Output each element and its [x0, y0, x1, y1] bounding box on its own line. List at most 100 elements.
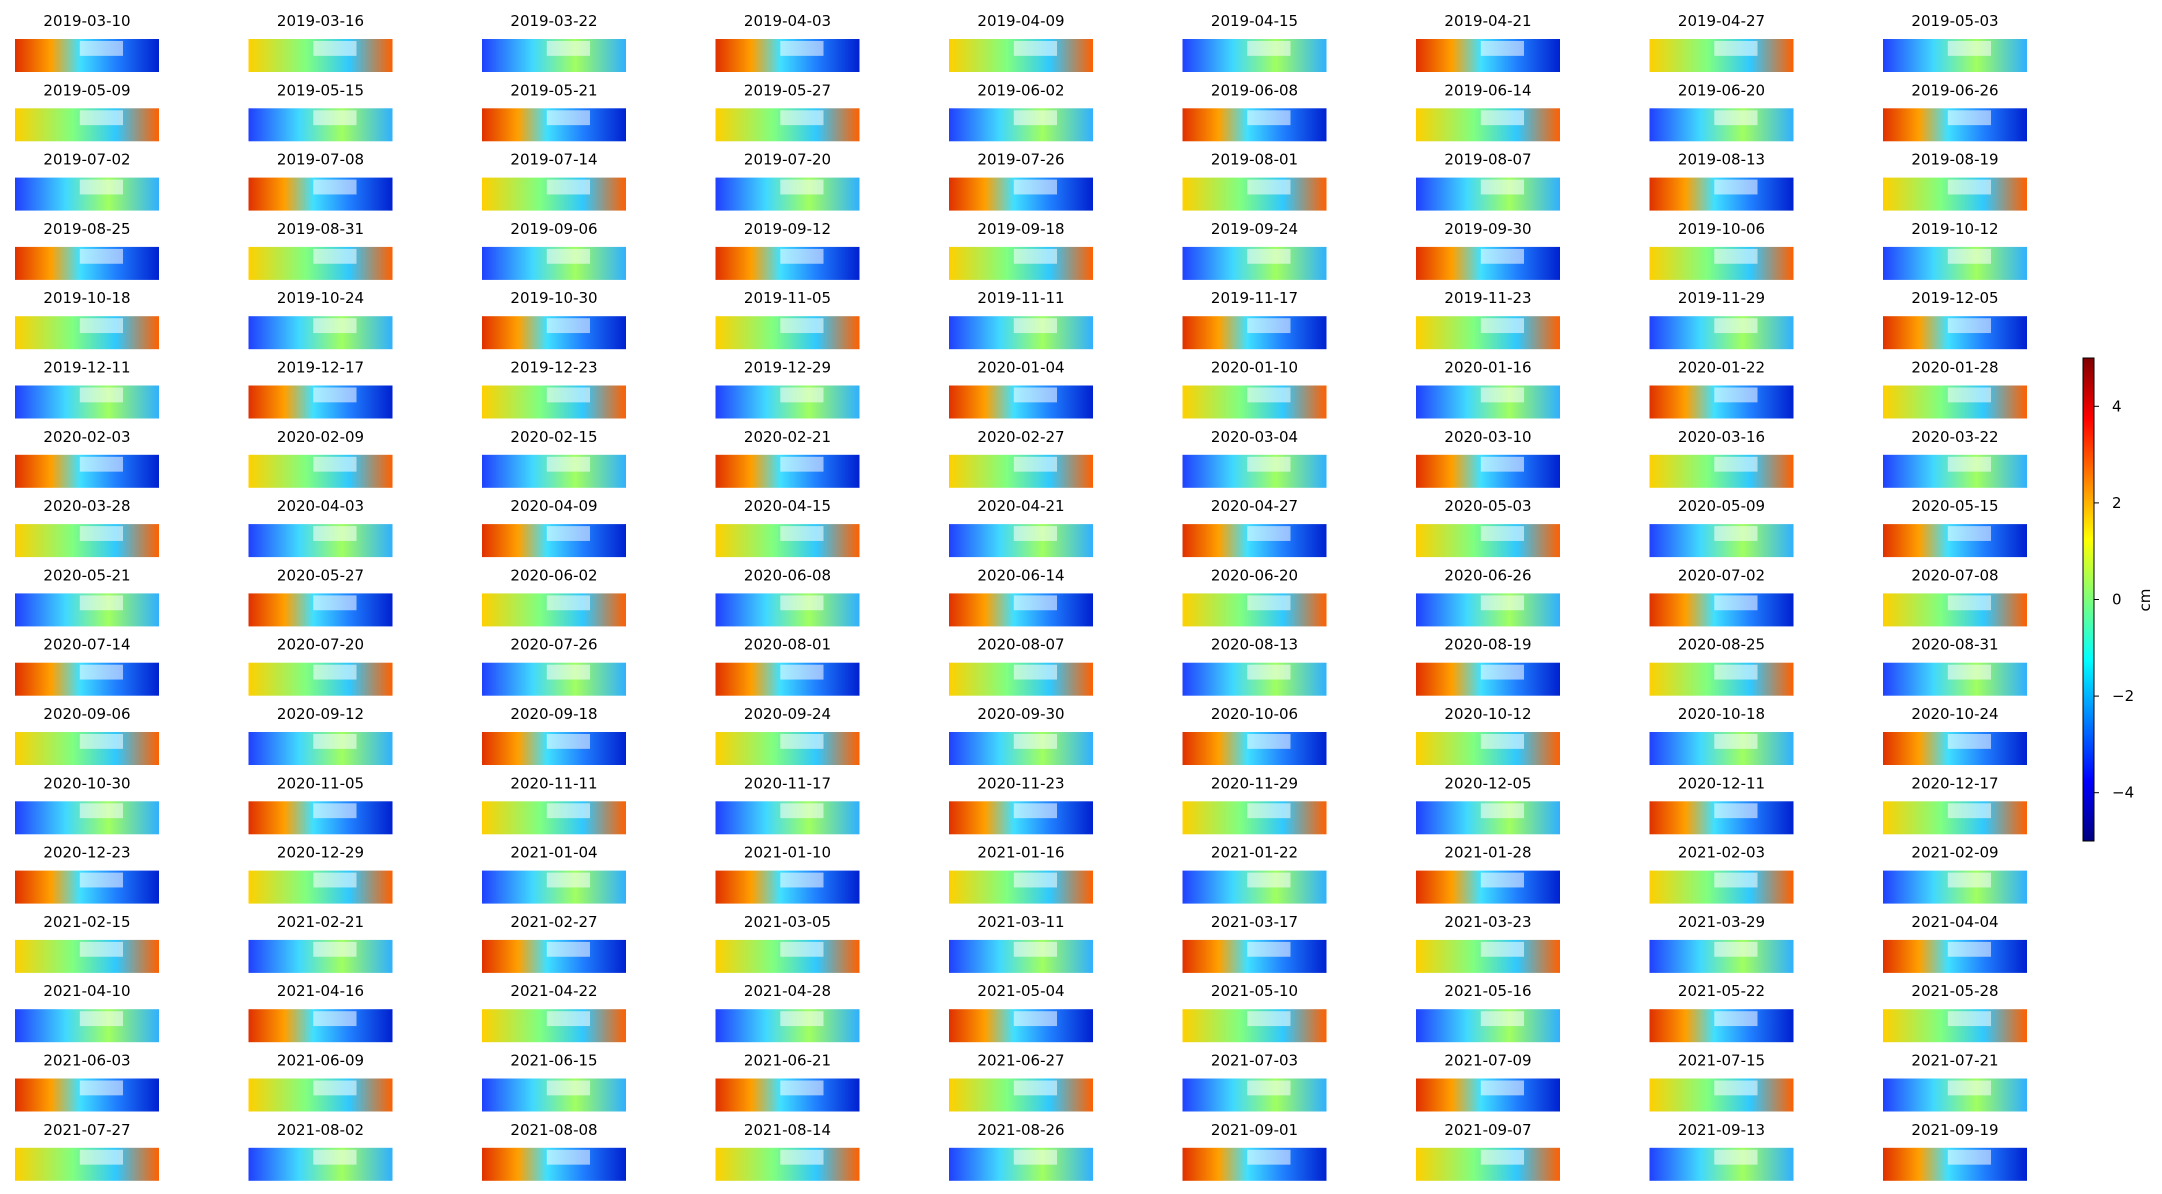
panel-speckle	[546, 318, 590, 334]
panel-title: 2019-07-14	[510, 151, 597, 169]
panel-speckle	[1247, 1080, 1291, 1096]
panel-speckle	[546, 526, 590, 541]
panel-speckle	[1013, 872, 1057, 888]
panel-title: 2020-04-15	[744, 497, 831, 515]
panel-speckle	[546, 595, 590, 611]
panel-speckle	[1013, 318, 1057, 334]
panel-title: 2020-11-29	[1211, 774, 1298, 792]
panel-speckle	[1013, 664, 1057, 680]
panel-title: 2020-03-04	[1211, 428, 1298, 446]
panel-title: 2021-08-02	[277, 1121, 364, 1139]
panel-speckle	[1247, 803, 1291, 819]
panel-speckle	[780, 941, 824, 957]
panel-title: 2020-11-23	[977, 774, 1064, 792]
panel-title: 2019-11-29	[1678, 289, 1765, 307]
panel-speckle	[1714, 1149, 1758, 1165]
panel-title: 2021-02-21	[277, 913, 364, 931]
panel-speckle	[313, 872, 357, 888]
panel-speckle	[1947, 595, 1991, 611]
panel-speckle	[546, 734, 590, 749]
panel-title: 2021-09-01	[1211, 1121, 1298, 1139]
panel-speckle	[1480, 664, 1524, 680]
panel-title: 2021-03-05	[744, 913, 831, 931]
panel-title: 2021-05-16	[1444, 982, 1531, 1000]
panel-speckle	[546, 41, 590, 56]
panel-title: 2019-08-19	[1911, 151, 1998, 169]
panel-title: 2019-12-29	[744, 359, 831, 377]
panel-title: 2021-04-10	[43, 982, 130, 1000]
panel-title: 2019-05-21	[510, 81, 597, 99]
panel-speckle	[79, 595, 123, 611]
panel-title: 2021-01-22	[1211, 844, 1298, 862]
panel-title: 2019-11-11	[977, 289, 1064, 307]
panel-title: 2020-10-06	[1211, 705, 1298, 723]
panel-speckle	[1013, 595, 1057, 611]
panel-speckle	[1247, 248, 1291, 264]
panel-speckle	[1947, 941, 1991, 957]
panel-title: 2020-03-28	[43, 497, 130, 515]
panel-title: 2020-03-16	[1678, 428, 1765, 446]
panel-title: 2019-05-03	[1911, 12, 1998, 30]
panel-speckle	[79, 526, 123, 541]
panel-title: 2019-08-31	[277, 220, 364, 238]
panel-speckle	[313, 1080, 357, 1096]
panel-speckle	[1714, 41, 1758, 56]
panel-speckle	[780, 456, 824, 472]
panel-speckle	[1247, 734, 1291, 749]
panel-title: 2021-02-15	[43, 913, 130, 931]
panel-title: 2020-07-08	[1911, 566, 1998, 584]
panel-speckle	[79, 1149, 123, 1165]
panel-title: 2021-09-13	[1678, 1121, 1765, 1139]
panel-speckle	[1247, 664, 1291, 680]
panel-speckle	[546, 664, 590, 680]
panel-title: 2019-10-30	[510, 289, 597, 307]
panel-speckle	[1480, 387, 1524, 403]
panel-title: 2020-09-18	[510, 705, 597, 723]
panel-title: 2020-02-27	[977, 428, 1064, 446]
panel-speckle	[79, 1011, 123, 1027]
panel-title: 2020-04-03	[277, 497, 364, 515]
panel-title: 2020-04-09	[510, 497, 597, 515]
panel-speckle	[1247, 318, 1291, 334]
panel-title: 2020-05-09	[1678, 497, 1765, 515]
panel-speckle	[313, 1011, 357, 1027]
panel-title: 2021-07-09	[1444, 1052, 1531, 1070]
panel-speckle	[313, 387, 357, 403]
panel-speckle	[1247, 110, 1291, 126]
panel-speckle	[780, 110, 824, 126]
panel-title: 2020-01-28	[1911, 359, 1998, 377]
panel-title: 2020-08-13	[1211, 636, 1298, 654]
panel-title: 2019-03-16	[277, 12, 364, 30]
panel-speckle	[780, 387, 824, 403]
panel-speckle	[1013, 1080, 1057, 1096]
panel-speckle	[1714, 664, 1758, 680]
panel-speckle	[1480, 734, 1524, 749]
panel-title: 2020-12-05	[1444, 774, 1531, 792]
panel-speckle	[1480, 179, 1524, 195]
colorbar-label: cm	[2136, 589, 2154, 612]
panel-title: 2021-03-23	[1444, 913, 1531, 931]
panel-speckle	[1013, 387, 1057, 403]
panel-speckle	[1714, 179, 1758, 195]
panel-speckle	[79, 872, 123, 888]
panel-title: 2021-01-28	[1444, 844, 1531, 862]
panel-speckle	[1247, 595, 1291, 611]
panel-title: 2020-11-11	[510, 774, 597, 792]
panel-title: 2020-02-15	[510, 428, 597, 446]
panel-title: 2021-05-04	[977, 982, 1064, 1000]
panel-speckle	[313, 248, 357, 264]
panel-title: 2020-10-18	[1678, 705, 1765, 723]
panel-title: 2019-09-12	[744, 220, 831, 238]
panel-title: 2020-02-03	[43, 428, 130, 446]
panel-speckle	[1714, 318, 1758, 334]
panel-title: 2020-10-12	[1444, 705, 1531, 723]
panel-title: 2020-09-06	[43, 705, 130, 723]
panel-title: 2019-06-20	[1678, 81, 1765, 99]
panel-title: 2021-09-07	[1444, 1121, 1531, 1139]
panel-title: 2021-01-10	[744, 844, 831, 862]
panel-title: 2019-03-22	[510, 12, 597, 30]
colorbar-tick-label: −4	[2112, 784, 2134, 802]
panel-title: 2021-05-28	[1911, 982, 1998, 1000]
panel-title: 2021-04-04	[1911, 913, 1998, 931]
panel-speckle	[1480, 1011, 1524, 1027]
